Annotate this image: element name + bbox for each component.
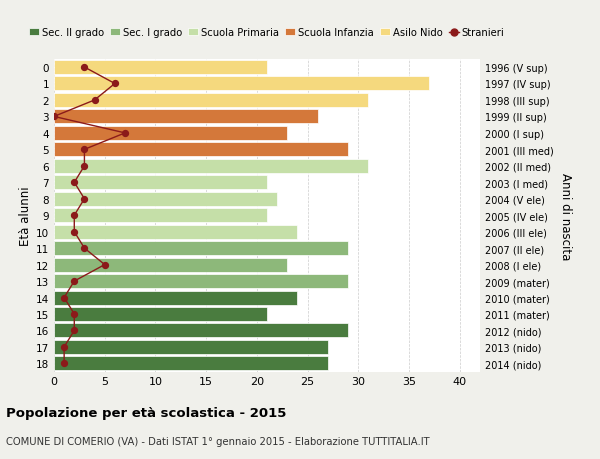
Point <box>70 327 79 335</box>
Point <box>90 97 100 104</box>
Point <box>59 360 69 367</box>
Point <box>120 130 130 137</box>
Text: Popolazione per età scolastica - 2015: Popolazione per età scolastica - 2015 <box>6 406 286 419</box>
Point <box>70 311 79 318</box>
Point <box>80 196 89 203</box>
Bar <box>54 241 348 256</box>
Point <box>59 343 69 351</box>
Point <box>49 113 59 121</box>
Bar <box>54 308 267 321</box>
Bar <box>54 225 298 239</box>
Bar <box>54 274 348 288</box>
Bar <box>54 357 328 370</box>
Bar <box>54 110 318 124</box>
Point <box>80 64 89 72</box>
Point <box>70 278 79 285</box>
Y-axis label: Età alunni: Età alunni <box>19 186 32 246</box>
Point <box>70 179 79 186</box>
Bar <box>54 258 287 272</box>
Bar <box>54 143 348 157</box>
Bar <box>54 192 277 206</box>
Bar <box>54 324 348 338</box>
Point <box>59 294 69 302</box>
Bar <box>54 340 328 354</box>
Point <box>80 163 89 170</box>
Legend: Sec. II grado, Sec. I grado, Scuola Primaria, Scuola Infanzia, Asilo Nido, Stran: Sec. II grado, Sec. I grado, Scuola Prim… <box>25 24 509 42</box>
Bar <box>54 159 368 174</box>
Bar <box>54 176 267 190</box>
Bar <box>54 291 298 305</box>
Bar <box>54 61 267 75</box>
Text: COMUNE DI COMERIO (VA) - Dati ISTAT 1° gennaio 2015 - Elaborazione TUTTITALIA.IT: COMUNE DI COMERIO (VA) - Dati ISTAT 1° g… <box>6 436 430 446</box>
Bar <box>54 127 287 140</box>
Bar <box>54 94 368 108</box>
Point <box>70 229 79 236</box>
Bar <box>54 77 429 91</box>
Y-axis label: Anni di nascita: Anni di nascita <box>559 172 572 259</box>
Point <box>80 146 89 154</box>
Bar <box>54 209 267 223</box>
Point <box>70 212 79 219</box>
Point <box>110 81 119 88</box>
Point <box>100 261 110 269</box>
Point <box>80 245 89 252</box>
